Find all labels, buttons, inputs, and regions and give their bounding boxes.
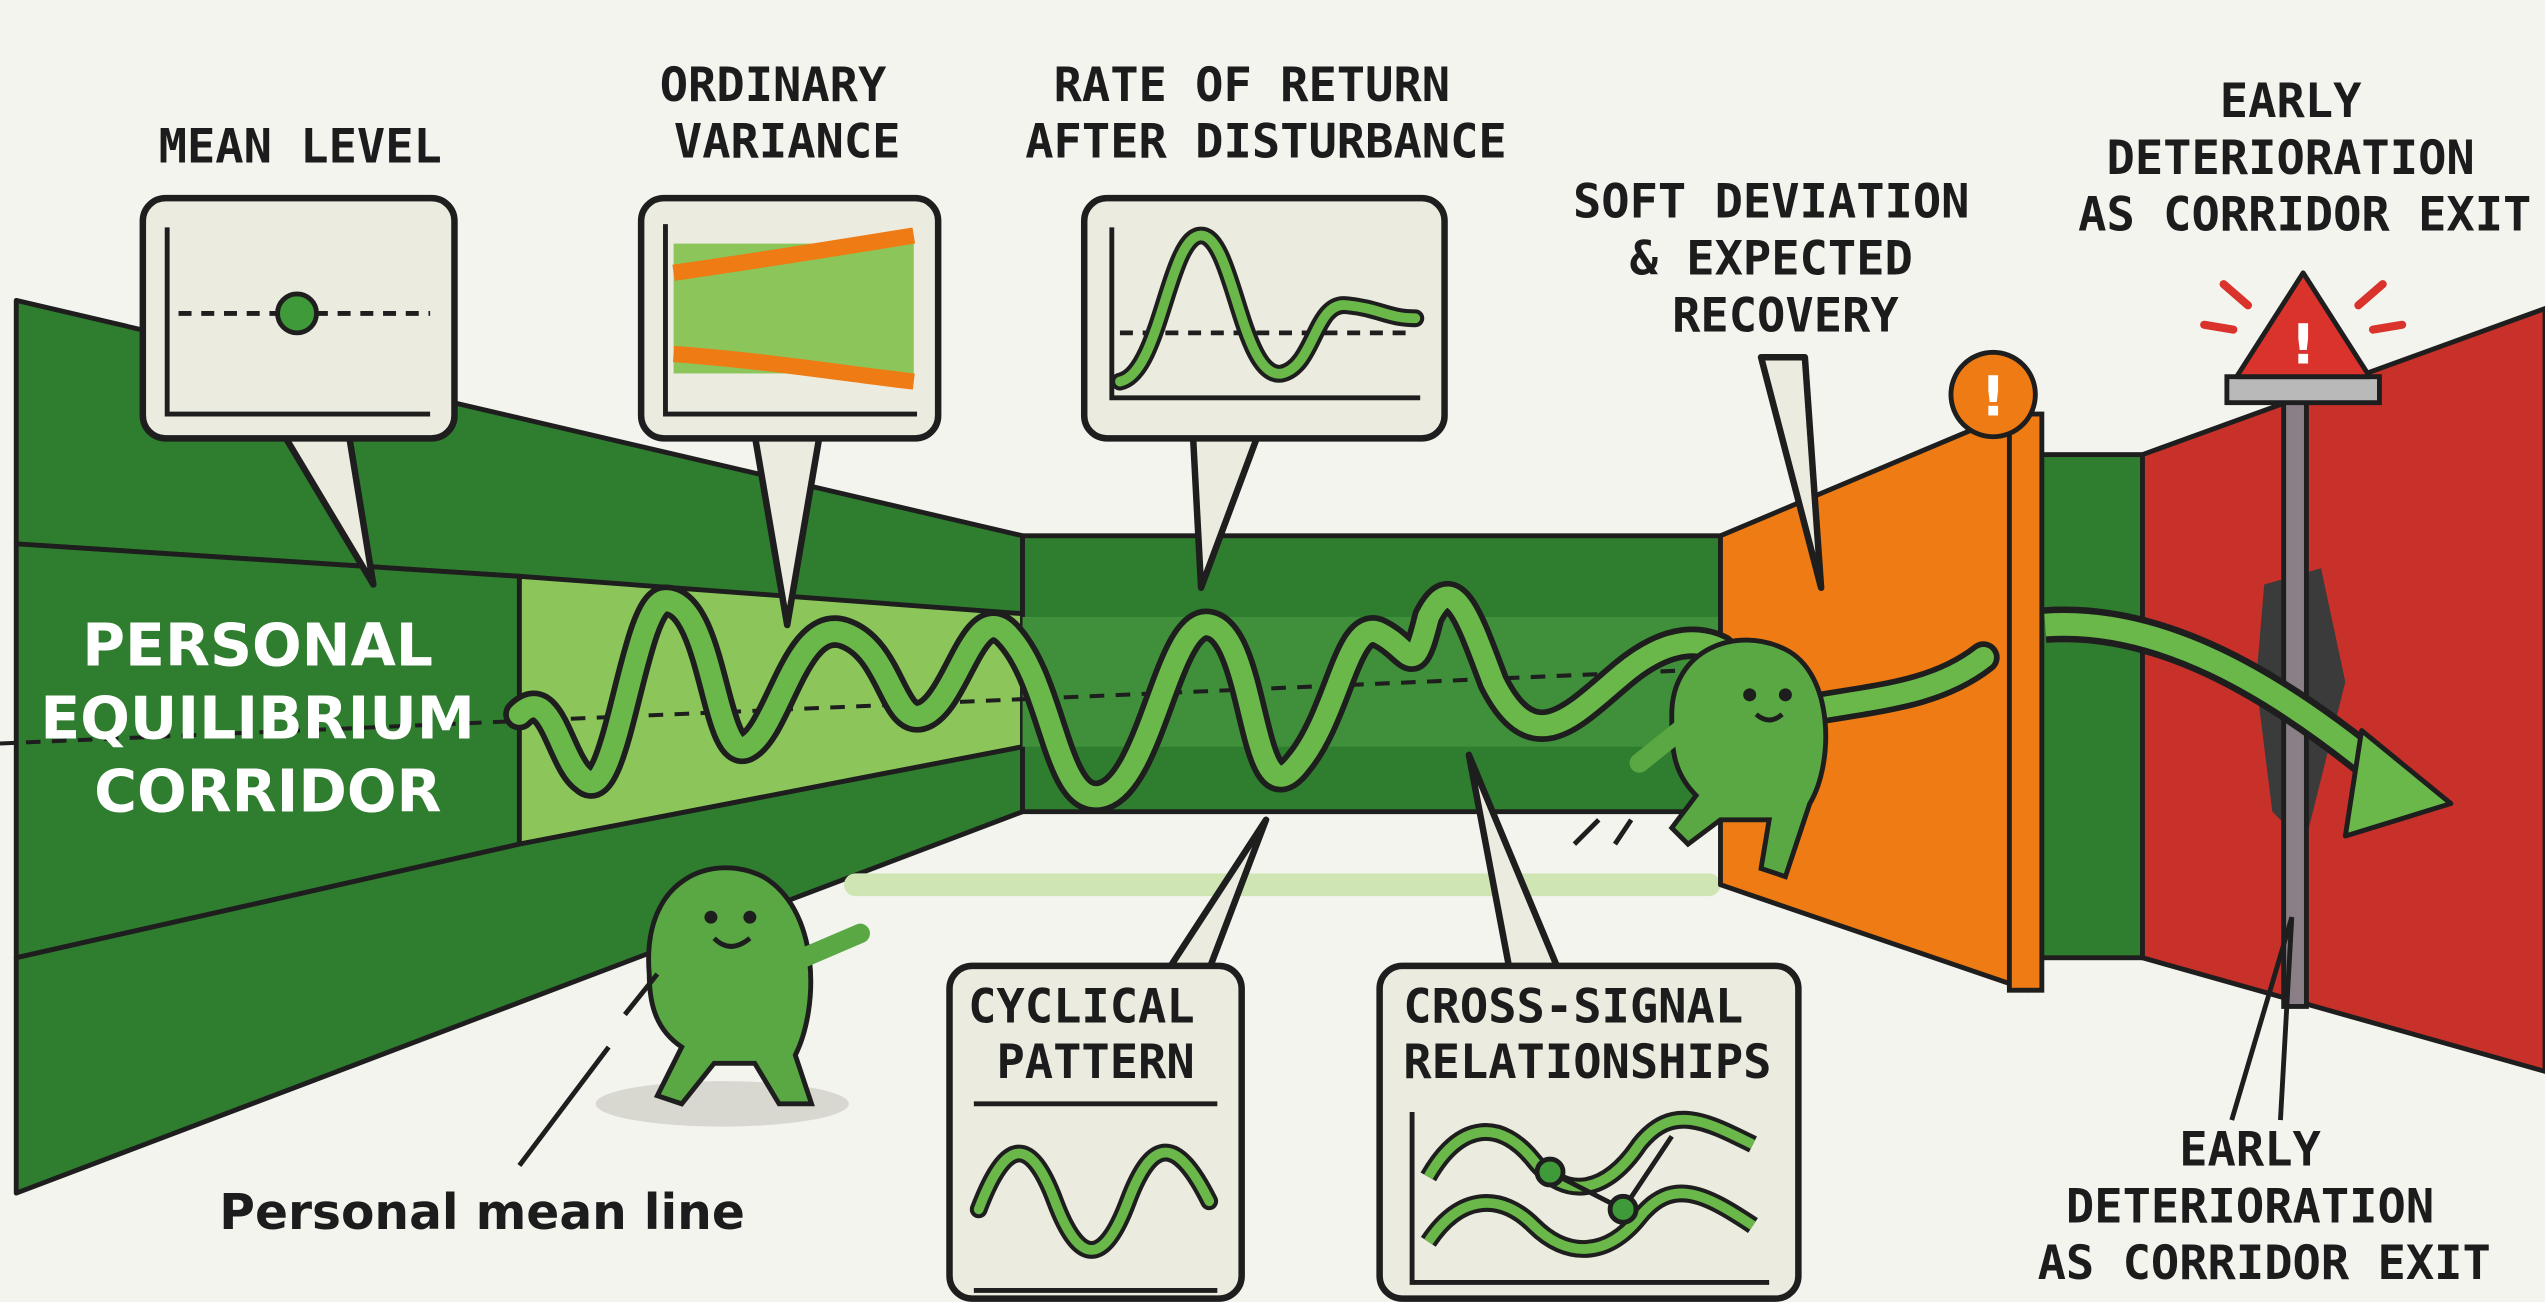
warning-icon: !: [2291, 314, 2316, 378]
warning-base: [2227, 377, 2380, 403]
alert-mark: !: [1981, 366, 2006, 430]
diagram: ! ! PERSONAL EQUILIBRIUM CORRIDOR: [0, 0, 2545, 1302]
mini-node: [1537, 1159, 1563, 1185]
label-line: RECOVERY: [1672, 288, 1899, 343]
callout-label: RATE OF RETURN AFTER DISTURBANCE: [1025, 58, 1507, 170]
label-line: AFTER DISTURBANCE: [1025, 115, 1507, 170]
page: ! ! PERSONAL EQUILIBRIUM CORRIDOR: [0, 0, 2545, 1302]
label-line: PATTERN: [996, 1035, 1194, 1090]
label-line: DETERIORATION: [2066, 1179, 2434, 1234]
mean-line-label: Personal mean line: [219, 1185, 745, 1241]
title-line: PERSONAL: [82, 612, 433, 680]
label-line: MEAN LEVEL: [159, 119, 442, 174]
label-line: VARIANCE: [674, 115, 901, 170]
label-line: CROSS-SIGNAL: [1403, 980, 1743, 1035]
label-line: AS CORRIDOR EXIT: [2078, 188, 2531, 243]
label-line: RELATIONSHIPS: [1403, 1035, 1771, 1090]
floor-shadow: [844, 873, 1720, 896]
callout-label: CROSS-SIGNAL RELATIONSHIPS: [1403, 980, 1771, 1090]
label-line: EARLY: [2220, 74, 2362, 129]
corridor-title: PERSONAL EQUILIBRIUM CORRIDOR: [40, 612, 495, 826]
title-line: EQUILIBRIUM: [40, 685, 475, 753]
label-line: DETERIORATION: [2107, 131, 2475, 186]
label-line: RATE OF RETURN: [1054, 58, 1451, 113]
title-line: CORRIDOR: [94, 758, 441, 826]
mini-node: [1610, 1196, 1636, 1222]
callout-label: MEAN LEVEL: [159, 119, 442, 174]
label-line: AS CORRIDOR EXIT: [2038, 1236, 2491, 1291]
label-line: & EXPECTED: [1630, 231, 1913, 286]
label-line: CYCLICAL: [968, 980, 1195, 1035]
label-line: ORDINARY: [660, 58, 887, 113]
label-line: SOFT DEVIATION: [1573, 175, 1970, 230]
mini-dot: [278, 294, 317, 333]
callout-label: ORDINARY VARIANCE: [660, 58, 915, 170]
green-strip: [2037, 455, 2151, 958]
label-line: EARLY: [2179, 1123, 2321, 1178]
callout-label: CYCLICAL PATTERN: [968, 980, 1223, 1090]
orange-post: [2009, 414, 2041, 990]
